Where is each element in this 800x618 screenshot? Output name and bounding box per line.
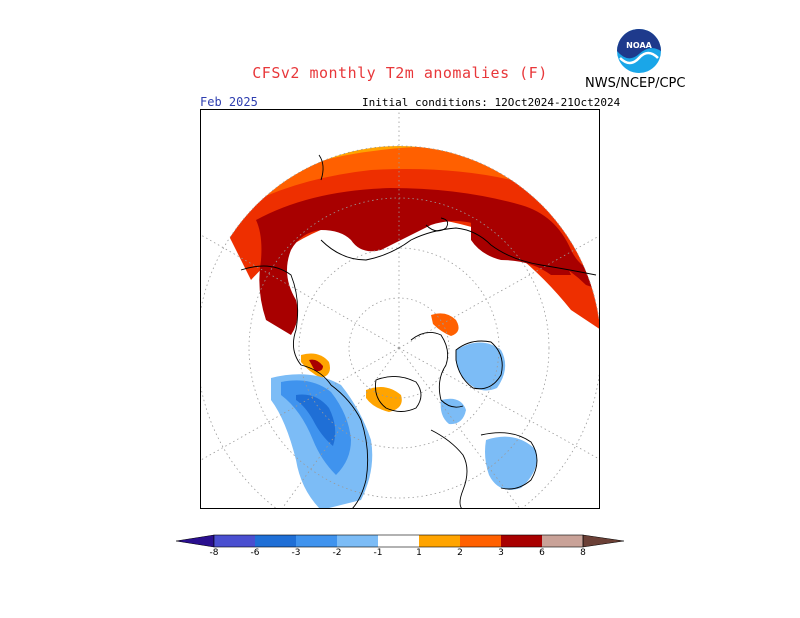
warm-anomaly-region-canada-arctic	[366, 386, 402, 412]
color-scale-bar	[170, 528, 630, 560]
colorbar-label-3: -3	[291, 548, 301, 558]
colorbar-label-8: 3	[498, 548, 504, 558]
coastlines	[240, 154, 597, 508]
chart-title: CFSv2 monthly T2m anomalies (F)	[252, 64, 548, 82]
colorbar-swatch-5	[378, 535, 419, 547]
colorbar-swatch-6	[419, 535, 460, 547]
colorbar-swatch-9	[542, 535, 583, 547]
colorbar-label-4: -2	[332, 548, 342, 558]
colorbar-swatch-3	[296, 535, 337, 547]
colorbar-label-10: 8	[580, 548, 586, 558]
colorbar-swatch-8	[501, 535, 542, 547]
colorbar-swatch-4	[337, 535, 378, 547]
colorbar-label-1: -8	[209, 548, 219, 558]
colorbar-swatch-below-min	[175, 534, 215, 548]
colorbar-label-6: 1	[416, 548, 422, 558]
colorbar-label-5: -1	[373, 548, 383, 558]
colorbar-label-9: 6	[539, 548, 545, 558]
warm-anomaly-region-arctic-coast	[431, 313, 459, 336]
warm-anomaly-region-east-asia	[471, 219, 571, 275]
colorbar-swatch-above-max	[582, 534, 625, 548]
warm-anomaly-region-6to8	[256, 188, 599, 335]
initial-conditions-label: Initial conditions: 12Oct2024-21Oct2024	[362, 96, 621, 109]
colorbar-swatch-1	[214, 535, 255, 547]
graticule-lines	[201, 110, 599, 508]
cold-anomaly-region-1to2-greenland	[455, 342, 506, 391]
warm-anomaly-region-alaska-core	[309, 359, 323, 372]
cold-anomaly-region-1to2-atlantic	[485, 436, 537, 490]
cold-anomaly-region-2to3-west	[281, 380, 351, 475]
noaa-logo: NOAA	[616, 28, 662, 78]
colorbar-label-7: 2	[457, 548, 463, 558]
colorbar-swatch-7	[460, 535, 501, 547]
colorbar-swatch-2	[255, 535, 296, 547]
logo-lettering: NOAA	[626, 41, 652, 50]
agency-label: NWS/NCEP/CPC	[585, 76, 686, 91]
forecast-month-label: Feb 2025	[200, 95, 258, 109]
cold-anomaly-region-3to6-west	[296, 394, 336, 446]
colorbar-label-2: -6	[250, 548, 260, 558]
anomaly-map	[200, 109, 600, 509]
